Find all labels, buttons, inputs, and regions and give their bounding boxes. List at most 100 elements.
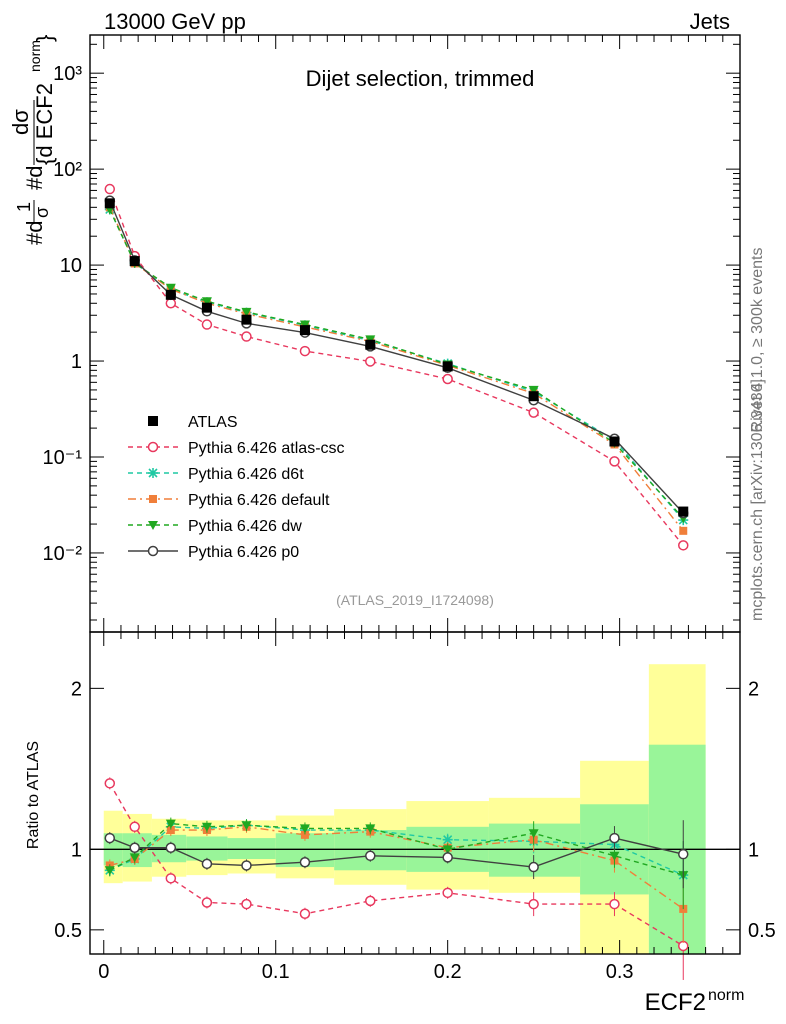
point-dw	[241, 307, 252, 317]
point-atlas	[104, 198, 115, 209]
point-dw	[165, 283, 176, 293]
xtick-label: 0.3	[606, 961, 634, 983]
legend-label: Pythia 6.426 p0	[188, 544, 299, 561]
ratio-point-dw	[201, 822, 212, 832]
ratio-point-p0	[299, 856, 311, 868]
ratio-series-layer	[104, 777, 689, 980]
svg-text:1: 1	[14, 202, 34, 212]
ratio-plot-frame	[89, 631, 741, 955]
ratio-point-p0	[129, 842, 140, 853]
ratio-point-atlas_csc	[129, 821, 140, 833]
legend-entry-atlas: ATLAS	[148, 414, 238, 431]
ratio-ylabel: Ratio to ATLAS	[25, 741, 42, 849]
legend-entry-d6t: Pythia 6.426 d6t	[128, 466, 304, 483]
selection-label: Dijet selection, trimmed	[306, 66, 535, 91]
ratio-point-p0	[201, 858, 213, 870]
point-dw	[201, 297, 212, 307]
series-default	[105, 203, 688, 535]
ratio-point-p0	[241, 860, 252, 871]
point-atlas_csc	[365, 356, 376, 367]
legend-marker	[149, 495, 157, 503]
legend-label: Pythia 6.426 dw	[188, 518, 302, 535]
ratio-point-p0	[609, 832, 620, 844]
ratio-point-atlas_csc	[201, 897, 213, 908]
main-series-layer	[104, 183, 689, 551]
main-ylabel: #d 1 σ #d dσ {d ECF2 norm }	[8, 35, 57, 245]
ratio-point-dw	[528, 829, 539, 839]
ratio-series-p0	[104, 820, 689, 889]
series-line-default	[109, 207, 684, 532]
ratio-line-default	[109, 826, 684, 910]
legend-label: Pythia 6.426 d6t	[188, 466, 304, 483]
ratio-point-dw	[104, 866, 115, 876]
ratio-point-default	[300, 830, 309, 839]
ratio-ytick-label: 2	[71, 678, 82, 700]
point-default	[679, 526, 688, 535]
point-atlas_csc	[678, 540, 689, 551]
ratio-ytick-label-right: 0.5	[748, 920, 776, 942]
ytick-label: 10³	[53, 63, 82, 85]
legend-marker	[147, 441, 159, 453]
point-atlas	[299, 325, 310, 336]
point-atlas_csc	[609, 456, 620, 467]
point-dw	[528, 385, 539, 395]
ratio-point-atlas_csc	[528, 898, 539, 910]
ratio-ytick-label-right: 1	[748, 839, 759, 861]
svg-text:#d: #d	[22, 221, 47, 245]
xlabel: ECF2	[645, 989, 706, 1016]
ratio-point-dw	[129, 853, 140, 863]
point-atlas_csc	[201, 319, 213, 330]
ratio-point-atlas_csc	[365, 895, 376, 907]
point-atlas_csc	[165, 298, 177, 309]
ratio-point-dw	[609, 851, 620, 861]
ratio-point-p0	[678, 848, 689, 860]
ratio-point-dw	[165, 819, 176, 829]
ytick-label: 1	[71, 351, 82, 373]
legend-entry-p0: Pythia 6.426 p0	[128, 544, 299, 561]
legend-marker	[148, 416, 158, 426]
axes-layer: 10⁻² 10⁻¹ 1 10 10² 10³ 0.5 0.5 1 1 2 2 0 0.1 0.2 0.3	[43, 35, 776, 983]
category-label: Jets	[690, 9, 730, 34]
point-atlas	[609, 436, 620, 447]
ytick-label: 10⁻¹	[43, 447, 83, 469]
legend-entry-dw: Pythia 6.426 dw	[128, 518, 302, 535]
svg-text:σ: σ	[32, 207, 52, 218]
legend-entry-atlas_csc: Pythia 6.426 atlas-csc	[128, 440, 345, 457]
legend-marker	[148, 521, 158, 530]
svg-text:}: }	[32, 35, 57, 42]
band-inner	[186, 836, 228, 861]
point-atlas	[241, 314, 252, 325]
source-label: mcplots.cern.ch [arXiv:1306.3436]	[749, 379, 766, 621]
ratio-point-atlas_csc	[299, 908, 311, 919]
legend-marker	[147, 545, 159, 557]
band-inner	[227, 838, 276, 860]
point-atlas	[365, 339, 376, 350]
point-atlas_csc	[241, 331, 252, 342]
ratio-point-dw	[365, 824, 376, 834]
svg-text:{d ECF2: {d ECF2	[32, 83, 57, 165]
point-atlas_csc	[299, 345, 311, 357]
analysis-id-label: (ATLAS_2019_I1724098)	[336, 592, 494, 608]
legend: ATLAS Pythia 6.426 atlas-csc Pythia 6.426 …	[128, 414, 345, 561]
ytick-label: 10	[60, 255, 82, 277]
ratio-point-p0	[528, 861, 539, 873]
point-dw	[299, 320, 310, 330]
ratio-point-atlas_csc	[609, 898, 620, 910]
point-atlas	[442, 361, 453, 372]
point-atlas_csc	[104, 183, 116, 195]
point-atlas_csc	[442, 373, 453, 385]
series-atlas	[104, 198, 689, 517]
point-atlas	[528, 391, 539, 402]
point-atlas	[129, 256, 140, 267]
ratio-point-d6t	[442, 834, 453, 845]
ratio-point-dw	[241, 821, 252, 831]
legend-label: Pythia 6.426 atlas-csc	[188, 440, 345, 457]
ratio-point-p0	[104, 832, 116, 844]
ratio-point-dw	[299, 824, 310, 834]
legend-entry-default: Pythia 6.426 default	[128, 492, 330, 509]
point-atlas	[201, 302, 212, 313]
ytick-label: 10⁻²	[43, 543, 83, 565]
ratio-point-dw	[442, 845, 453, 855]
ratio-point-atlas_csc	[241, 898, 252, 910]
